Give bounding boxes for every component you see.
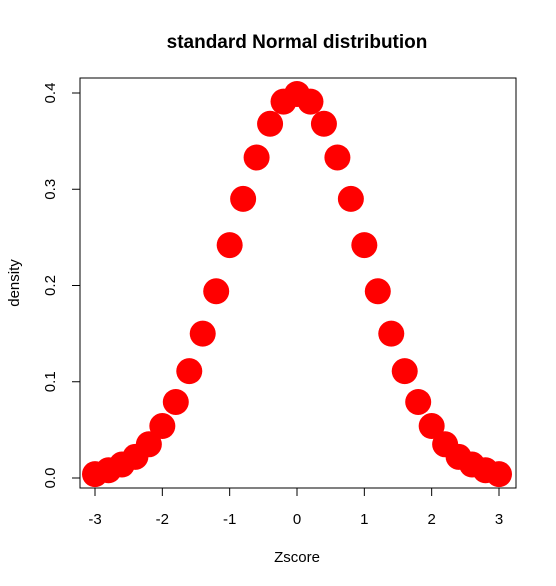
data-point	[365, 278, 391, 304]
data-point	[217, 232, 243, 258]
chart-title: standard Normal distribution	[167, 32, 428, 53]
x-tick-label: 3	[495, 511, 503, 528]
data-point	[297, 89, 323, 115]
x-tick-label: -2	[156, 511, 169, 528]
data-point	[230, 186, 256, 212]
x-axis: -3 -2 -1 0 1 2 3	[88, 488, 503, 528]
data-point	[203, 278, 229, 304]
y-tick-label: 0.3	[42, 179, 59, 200]
y-axis: 0.0 0.1 0.2 0.3 0.4	[42, 83, 80, 489]
y-tick-label: 0.2	[42, 275, 59, 296]
data-point	[190, 321, 216, 347]
plot-frame	[80, 78, 516, 488]
data-point	[486, 461, 512, 487]
data-point	[176, 358, 202, 384]
data-point	[163, 389, 189, 415]
data-point	[351, 232, 377, 258]
y-tick-label: 0.0	[42, 468, 59, 489]
x-tick-label: -1	[223, 511, 236, 528]
x-tick-label: -3	[88, 511, 101, 528]
x-axis-label: Zscore	[274, 549, 320, 566]
x-tick-label: 0	[293, 511, 301, 528]
data-point	[378, 321, 404, 347]
x-tick-label: 1	[360, 511, 368, 528]
data-point	[311, 111, 337, 137]
data-point	[149, 413, 175, 439]
data-point	[324, 144, 350, 170]
data-point	[244, 144, 270, 170]
data-point	[338, 186, 364, 212]
data-point	[257, 111, 283, 137]
data-points	[82, 81, 512, 487]
data-point	[392, 358, 418, 384]
y-tick-label: 0.4	[42, 83, 59, 104]
y-tick-label: 0.1	[42, 371, 59, 392]
data-point	[405, 389, 431, 415]
y-axis-label: density	[6, 259, 23, 307]
x-tick-label: 2	[427, 511, 435, 528]
